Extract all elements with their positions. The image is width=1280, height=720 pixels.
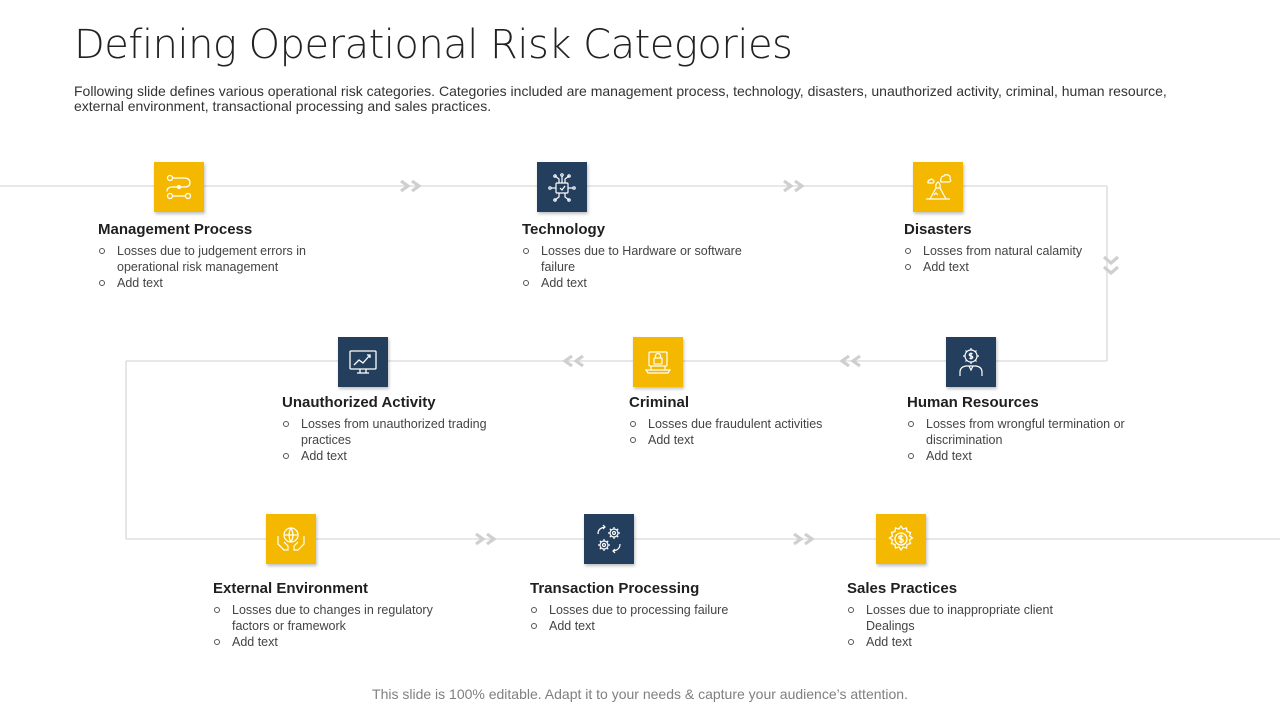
category-bullet: Add text [213, 634, 453, 650]
category-disasters: Disasters Losses from natural calamity A… [904, 221, 1144, 275]
category-bullet: Losses due to changes in regulatory fact… [213, 602, 453, 634]
category-bullet: Add text [98, 275, 338, 291]
category-bullet: Losses due fraudulent activities [629, 416, 869, 432]
laptop-lock-icon [644, 351, 672, 374]
chevron-left-icon [562, 354, 584, 368]
disasters-icon-box [913, 162, 963, 212]
category-management-process: Management Process Losses due to judgeme… [98, 221, 338, 291]
category-bullet: Losses due to Hardware or software failu… [522, 243, 762, 275]
transaction-processing-icon-box [584, 514, 634, 564]
chevron-right-icon [793, 532, 815, 546]
category-human-resources: Human Resources Losses from wrongful ter… [907, 394, 1147, 464]
category-title: Unauthorized Activity [282, 394, 436, 411]
chevron-left-icon [839, 354, 861, 368]
category-bullet: Add text [530, 618, 770, 634]
category-bullet: Losses from natural calamity [904, 243, 1144, 259]
category-bullet: Add text [522, 275, 762, 291]
chevron-down-icon [1102, 255, 1120, 276]
chevron-right-icon [475, 532, 497, 546]
category-bullet: Losses due to judgement errors in operat… [98, 243, 338, 275]
category-title: External Environment [213, 580, 369, 597]
category-bullet: Add text [904, 259, 1144, 275]
category-bullet: Losses due to processing failure [530, 602, 770, 618]
circuit-chip-icon [548, 173, 576, 202]
external-environment-icon-box [266, 514, 316, 564]
category-unauthorized-activity: Unauthorized Activity Losses from unauth… [282, 394, 522, 464]
hands-globe-icon [277, 527, 305, 551]
category-bullet: Add text [282, 448, 522, 464]
category-criminal: Criminal Losses due fraudulent activitie… [629, 394, 869, 448]
category-bullet: Add text [847, 634, 1087, 650]
management-process-icon-box [154, 162, 204, 212]
category-technology: Technology Losses due to Hardware or sof… [522, 221, 762, 291]
volcano-icon [926, 174, 952, 200]
category-bullet: Losses due to inappropriate client Deali… [847, 602, 1087, 634]
flowchart-icon [166, 174, 192, 200]
category-title: Disasters [904, 221, 972, 238]
sales-practices-icon-box [876, 514, 926, 564]
gears-cycle-icon [597, 524, 621, 554]
technology-icon-box [537, 162, 587, 212]
category-bullet: Add text [629, 432, 869, 448]
footer-note: This slide is 100% editable. Adapt it to… [372, 686, 908, 702]
category-title: Transaction Processing [530, 580, 700, 597]
category-external-environment: External Environment Losses due to chang… [213, 580, 453, 650]
category-title: Human Resources [907, 394, 1039, 411]
category-title: Technology [522, 221, 606, 238]
category-title: Management Process [98, 221, 253, 238]
page-title: Defining Operational Risk Categories [74, 22, 793, 68]
dollar-gear-icon [888, 524, 914, 552]
category-title: Criminal [629, 394, 690, 411]
page-subtitle: Following slide defines various operatio… [74, 83, 1167, 114]
category-sales-practices: Sales Practices Losses due to inappropri… [847, 580, 1087, 650]
criminal-icon-box [633, 337, 683, 387]
human-resources-icon-box [946, 337, 996, 387]
category-bullet: Losses from unauthorized trading practic… [282, 416, 522, 448]
category-title: Sales Practices [847, 580, 958, 597]
chevron-right-icon [400, 179, 422, 193]
category-bullet: Add text [907, 448, 1147, 464]
person-dollar-gear-icon [959, 348, 983, 376]
unauthorized-activity-icon-box [338, 337, 388, 387]
monitor-chart-icon [349, 350, 377, 374]
category-transaction-processing: Transaction Processing Losses due to pro… [530, 580, 770, 634]
category-bullet: Losses from wrongful termination or disc… [907, 416, 1147, 448]
chevron-right-icon [783, 179, 805, 193]
